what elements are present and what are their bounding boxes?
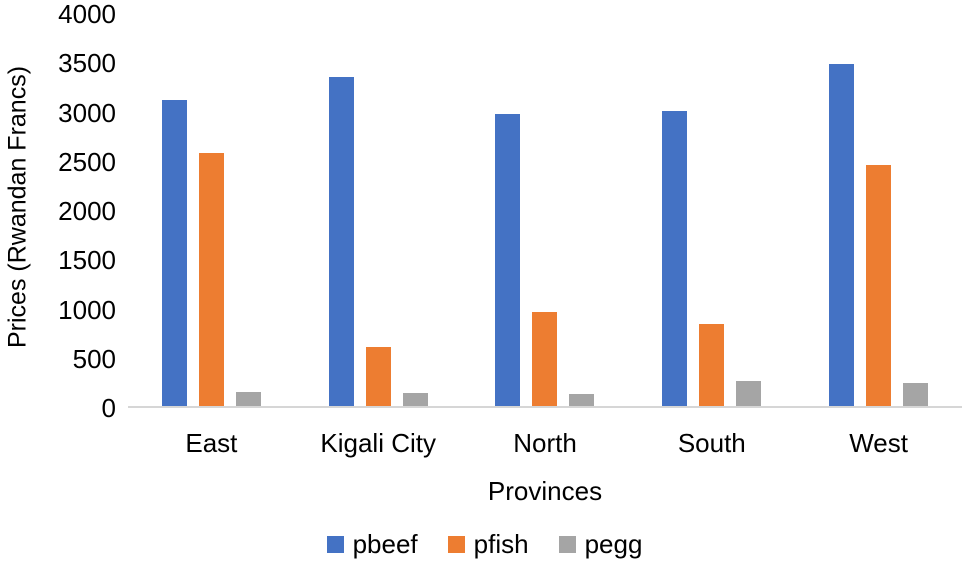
bar-pbeef-north xyxy=(495,113,521,406)
x-category-south: South xyxy=(677,428,746,458)
x-axis-labels: East Kigali City North South West xyxy=(128,428,962,459)
bar-group-kigali-city xyxy=(295,14,462,406)
bar-pegg-south xyxy=(736,380,762,406)
bar-group-east xyxy=(128,14,295,406)
y-axis-title: Prices (Rwandan Francs) xyxy=(3,65,32,349)
bar-pfish-west xyxy=(866,164,892,406)
bar-pbeef-east xyxy=(161,100,187,406)
legend-label-pegg: pegg xyxy=(584,529,643,559)
bar-pegg-west xyxy=(903,383,929,406)
legend-item-pbeef: pbeef xyxy=(326,529,418,560)
x-axis-title: Provinces xyxy=(487,476,603,506)
bar-group-north xyxy=(462,14,629,406)
y-axis-ticks: 0 500 1000 1500 2000 2500 3000 3500 4000 xyxy=(34,1,116,421)
legend-swatch-pfish xyxy=(447,536,465,553)
bar-pfish-east xyxy=(198,153,224,406)
y-tick-3000: 3000 xyxy=(58,97,116,128)
bar-pbeef-south xyxy=(662,111,688,406)
bar-pfish-south xyxy=(699,323,725,406)
x-category-north: North xyxy=(513,428,577,458)
bar-pegg-kigali-city xyxy=(402,393,428,406)
plot-area xyxy=(128,14,962,408)
legend-swatch-pegg xyxy=(558,536,576,553)
bar-pegg-north xyxy=(569,394,595,406)
y-tick-0: 0 xyxy=(101,393,116,423)
legend-label-pfish: pfish xyxy=(473,529,529,559)
legend-label-pbeef: pbeef xyxy=(352,529,418,559)
x-category-kigali-city: Kigali City xyxy=(320,428,436,458)
bar-group-west xyxy=(795,14,962,406)
legend-item-pfish: pfish xyxy=(447,529,529,560)
legend-swatch-pbeef xyxy=(326,536,344,553)
bar-group-south xyxy=(628,14,795,406)
y-tick-2000: 2000 xyxy=(58,196,116,226)
bar-pbeef-kigali-city xyxy=(328,76,354,406)
bar-pfish-north xyxy=(532,311,558,406)
legend-item-pegg: pegg xyxy=(558,529,643,560)
legend: pbeef pfish pegg xyxy=(0,529,969,560)
bar-pbeef-west xyxy=(829,63,855,406)
y-tick-1500: 1500 xyxy=(58,245,116,276)
y-tick-500: 500 xyxy=(72,343,116,374)
x-category-west: West xyxy=(849,428,908,458)
y-tick-3500: 3500 xyxy=(58,48,116,79)
y-tick-4000: 4000 xyxy=(58,0,116,29)
y-tick-1000: 1000 xyxy=(58,294,116,325)
bar-pegg-east xyxy=(235,392,261,406)
y-tick-2500: 2500 xyxy=(58,146,116,177)
x-category-east: East xyxy=(185,428,238,458)
bar-pfish-kigali-city xyxy=(365,347,391,406)
